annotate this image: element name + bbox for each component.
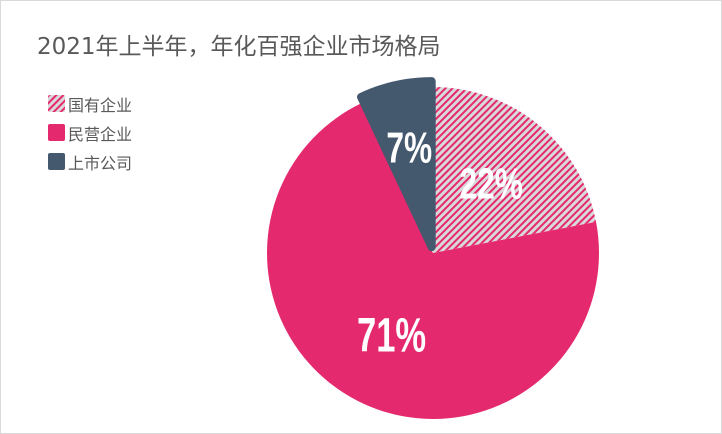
data-label-1: 71% xyxy=(357,308,426,362)
data-label-2: 7% xyxy=(386,124,432,173)
data-label-0: 22% xyxy=(459,159,522,208)
legend-item-listed[interactable]: 上市公司 xyxy=(48,147,132,176)
chart-title: 2021年上半年，年化百强企业市场格局 xyxy=(37,34,441,60)
pie-slice-0[interactable] xyxy=(433,87,597,253)
legend: 国有企业 民营企业 上市公司 xyxy=(48,89,132,176)
legend-item-state-owned[interactable]: 国有企业 xyxy=(48,89,132,118)
legend-label: 民营企业 xyxy=(68,124,133,144)
legend-label: 国有企业 xyxy=(68,95,133,115)
legend-label: 上市公司 xyxy=(68,153,133,173)
pie-slice-2[interactable] xyxy=(357,77,436,252)
legend-swatch-hatched xyxy=(48,95,65,112)
pie-slice-1[interactable] xyxy=(266,102,599,419)
legend-item-private[interactable]: 民营企业 xyxy=(48,118,132,147)
legend-swatch xyxy=(48,124,65,141)
legend-swatch xyxy=(48,153,65,170)
